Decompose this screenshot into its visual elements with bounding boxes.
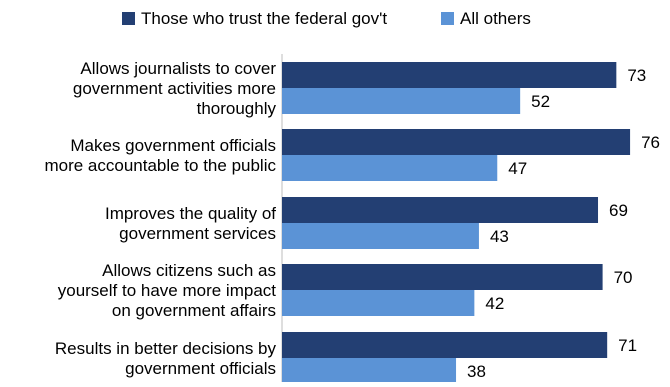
category-label-line: yourself to have more impact	[58, 281, 277, 300]
bar-value-label: 38	[467, 362, 486, 381]
bar-trust	[282, 332, 608, 358]
category-label-line: Allows journalists to cover	[80, 59, 276, 78]
legend-label-others: All others	[460, 9, 531, 28]
bar-value-label: 42	[485, 294, 504, 313]
bar-value-label: 73	[627, 66, 646, 85]
bar-others	[282, 358, 457, 384]
data-labels: 73 52 76 47 69 43 70 42 71 38	[467, 66, 660, 381]
legend-swatch-trust	[122, 12, 135, 25]
bar-others	[282, 155, 498, 181]
legend-label-trust: Those who trust the federal gov't	[141, 9, 387, 28]
bar-value-label: 47	[508, 159, 527, 178]
category-label-line: government officials	[125, 359, 276, 378]
bar-trust	[282, 129, 631, 155]
category-label-line: more accountable to the public	[44, 156, 276, 175]
bars	[282, 62, 631, 384]
bar-value-label: 76	[641, 133, 660, 152]
category-label-line: Makes government officials	[70, 136, 276, 155]
bar-others	[282, 290, 475, 316]
category-label-line: Allows citizens such as	[102, 261, 276, 280]
bar-trust	[282, 62, 617, 88]
category-label-line: Results in better decisions by	[55, 339, 277, 358]
bar-value-label: 70	[614, 268, 633, 287]
category-label-line: thoroughly	[197, 99, 277, 118]
bar-value-label: 71	[618, 336, 637, 355]
bar-value-label: 43	[490, 227, 509, 246]
category-label-line: on government affairs	[112, 301, 276, 320]
bar-others	[282, 88, 521, 114]
bar-value-label: 69	[609, 201, 628, 220]
category-label-line: government activities more	[73, 79, 276, 98]
category-label-line: Improves the quality of	[105, 204, 276, 223]
legend-swatch-others	[441, 12, 454, 25]
bar-trust	[282, 264, 603, 290]
bar-others	[282, 223, 479, 249]
legend: Those who trust the federal gov't All ot…	[122, 9, 531, 28]
bar-trust	[282, 197, 599, 223]
bar-value-label: 52	[531, 92, 550, 111]
category-label-line: government services	[119, 224, 276, 243]
